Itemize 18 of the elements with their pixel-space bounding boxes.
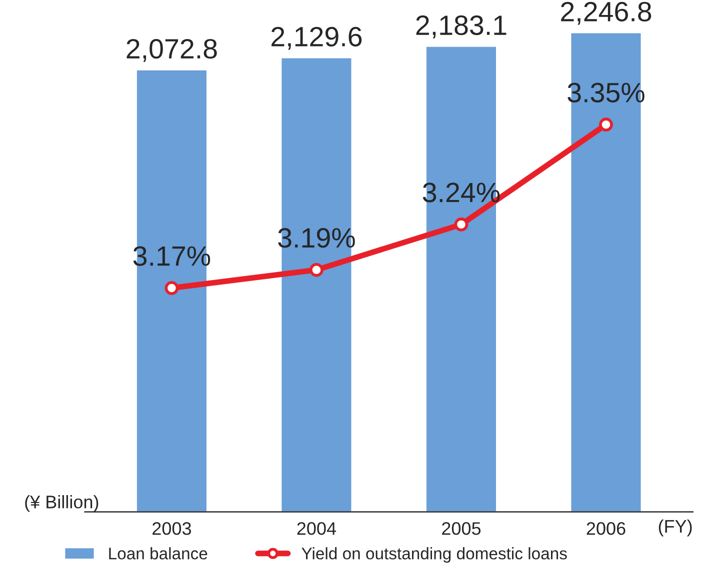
data-label: 2,183.1 [416,15,506,38]
x-tick-label: 2004 [297,522,336,535]
bar [280,56,353,512]
legend-label: Yield on outstanding domestic loans [302,547,567,563]
y-axis-title: (¥ Billion) [25,495,98,512]
legend-label: Loan balance [109,547,208,560]
point [310,262,324,277]
point [454,218,468,232]
point [164,281,179,295]
bar [570,32,642,512]
point [599,118,613,132]
data-label: 2,072.8 [126,38,217,62]
data-label: 2,246.8 [561,2,652,25]
data-label: 2,129.6 [272,26,362,50]
x-tick-label: 2006 [586,522,626,535]
x-tick-label: 2003 [152,522,191,535]
x-axis-title: (FY) [658,519,692,536]
x-tick-label: 2005 [442,522,481,535]
